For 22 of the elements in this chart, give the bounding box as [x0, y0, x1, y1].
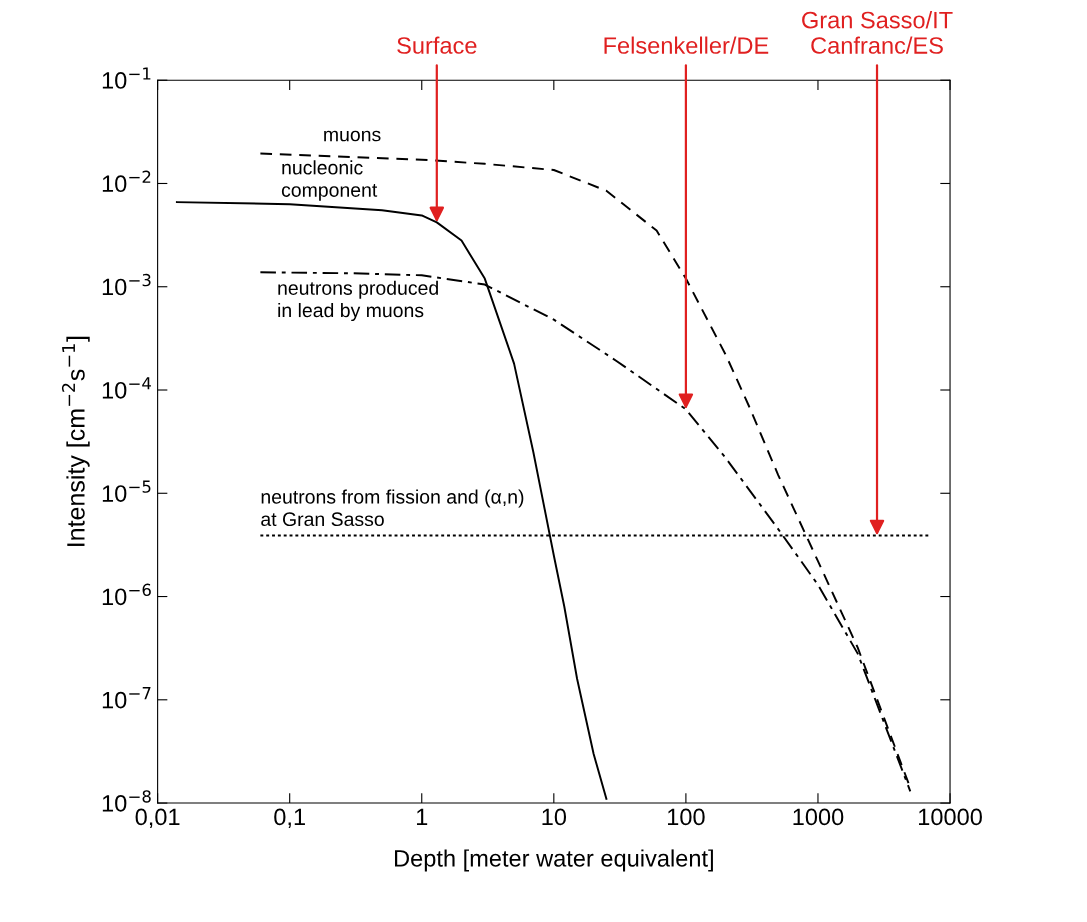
y-tick-label: 10$^{−4}$ — [102, 377, 151, 399]
x-tick-label: 10 — [542, 808, 567, 826]
series-label: neutrons from fission and (α,n) at Gran Sasso — [261, 489, 524, 527]
y-tick-label: 10$^{−6}$ — [102, 583, 151, 606]
x-axis-title: Depth [meter water equivalent] — [395, 849, 713, 872]
x-tick-label: 10000 — [919, 808, 982, 826]
annotation: Surface — [397, 36, 477, 54]
y-tick-label: 10$^{−1}$ — [102, 67, 151, 89]
series-label: muons — [324, 130, 381, 142]
y-axis-title: Intensity [cm$^{−2}$s$^{−1}$] — [61, 336, 90, 546]
annotation: Felsenkeller/DE — [604, 36, 769, 54]
y-tick-label: 10$^{−2}$ — [102, 170, 151, 193]
series-label: nucleonic component — [281, 160, 378, 201]
y-tick-label: 10$^{−3}$ — [102, 273, 151, 296]
series-label: neutrons produced in lead by muons — [278, 280, 438, 322]
x-tick-label: 0,1 — [274, 808, 305, 829]
x-tick-label: 1 — [416, 808, 428, 826]
x-tick-label: 1000 — [793, 808, 844, 826]
annotation: Gran Sasso/IT Canfranc/ES — [802, 11, 953, 54]
x-tick-label: 100 — [668, 808, 705, 826]
y-tick-label: 10$^{−5}$ — [102, 480, 151, 502]
y-tick-label: 10$^{−7}$ — [102, 687, 151, 709]
